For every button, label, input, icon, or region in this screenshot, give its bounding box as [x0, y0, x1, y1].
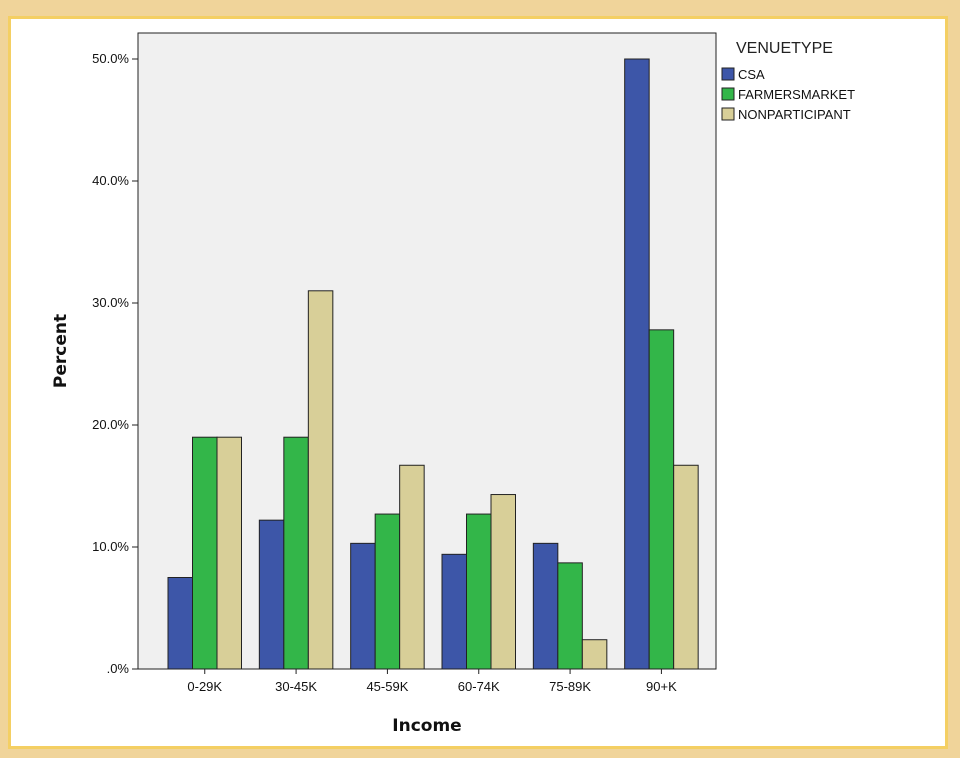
legend-swatch-farmersmarket: [721, 87, 735, 101]
bar-csa-30-45k: [258, 519, 285, 670]
x-tick-label: 45-59K: [366, 679, 408, 694]
bar-farmersmarket-90-k: [648, 329, 675, 670]
x-tick-label: 75-89K: [549, 679, 591, 694]
x-axis: 0-29K 30-45K 45-59K 60-74K 75-89K 90+K: [138, 668, 716, 694]
legend-swatch-csa: [721, 67, 735, 81]
x-tick-label: 0-29K: [187, 679, 222, 694]
y-tick-label: 30.0%: [92, 295, 129, 310]
legend-title: VENUETYPE: [736, 40, 833, 57]
bar-nonparticipant-45-59k: [399, 464, 425, 670]
bar-csa-0-29k: [167, 577, 193, 670]
y-tick-label: 10.0%: [92, 539, 129, 554]
bar-farmersmarket-45-59k: [374, 513, 401, 670]
x-tick-label: 90+K: [646, 679, 677, 694]
legend-label-csa: CSA: [738, 67, 765, 82]
y-tick-label: 40.0%: [92, 173, 129, 188]
y-tick-label: 50.0%: [92, 51, 129, 66]
bar-nonparticipant-75-89k: [581, 639, 608, 670]
bar-farmersmarket-30-45k: [283, 436, 309, 670]
legend-swatch-nonparticipant: [721, 107, 735, 121]
x-axis-title: Income: [392, 716, 461, 736]
bar-csa-90-k: [624, 58, 650, 670]
legend-label-nonparticipant: NONPARTICIPANT: [738, 107, 851, 122]
y-axis-title: Percent: [51, 314, 71, 388]
x-tick-label: 60-74K: [458, 679, 500, 694]
bar-csa-75-89k: [532, 542, 559, 670]
bar-csa-60-74k: [441, 553, 467, 670]
legend: VENUETYPE CSA FARMERSMARKET NONPARTICIPANT: [721, 40, 855, 122]
bar-nonparticipant-90-k: [673, 464, 699, 670]
y-tick-label: 20.0%: [92, 417, 129, 432]
bar-farmersmarket-60-74k: [466, 513, 492, 670]
bar-farmersmarket-75-89k: [557, 562, 583, 670]
y-tick-label: .0%: [107, 661, 130, 676]
bar-nonparticipant-30-45k: [307, 290, 334, 670]
x-tick-label: 30-45K: [275, 679, 317, 694]
bar-farmersmarket-0-29k: [192, 436, 218, 670]
bar-nonparticipant-60-74k: [490, 494, 516, 670]
bars-group: [167, 58, 699, 670]
bar-csa-45-59k: [350, 542, 376, 670]
bar-nonparticipant-0-29k: [216, 436, 242, 670]
legend-label-farmersmarket: FARMERSMARKET: [738, 87, 855, 102]
y-axis: .0% 10.0% 20.0% 30.0% 40.0% 50.0%: [92, 33, 139, 676]
